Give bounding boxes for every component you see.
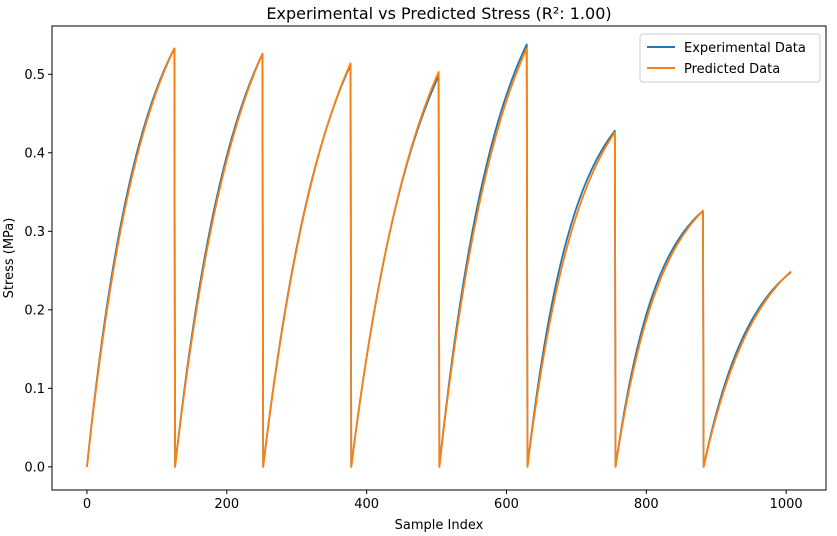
x-axis: 0 200 400 600 800 1000 [83, 490, 803, 512]
chart-title: Experimental vs Predicted Stress (R²: 1.… [266, 4, 611, 23]
y-tick-label: 0.4 [24, 146, 45, 161]
y-tick-label: 0.1 [24, 382, 45, 397]
y-axis: 0.0 0.1 0.2 0.3 0.4 0.5 [24, 68, 52, 475]
predicted-data-line [86, 47, 792, 468]
y-axis-label: Stress (MPa) [2, 218, 17, 299]
legend-label-predicted: Predicted Data [684, 62, 780, 77]
x-tick-label: 0 [83, 497, 91, 512]
x-tick-label: 1000 [770, 497, 803, 512]
plot-lines [86, 43, 792, 468]
y-tick-label: 0.5 [24, 68, 45, 83]
x-axis-label: Sample Index [395, 518, 484, 533]
y-tick-label: 0.0 [24, 460, 45, 475]
x-tick-label: 200 [214, 497, 239, 512]
legend-label-experimental: Experimental Data [684, 41, 806, 56]
legend-box [639, 33, 821, 83]
x-tick-label: 800 [634, 497, 659, 512]
y-tick-label: 0.3 [24, 225, 45, 240]
plot-frame [51, 25, 827, 491]
legend: Experimental Data Predicted Data [639, 33, 821, 83]
x-tick-label: 600 [494, 497, 519, 512]
y-tick-label: 0.2 [24, 303, 45, 318]
x-tick-label: 400 [354, 497, 379, 512]
